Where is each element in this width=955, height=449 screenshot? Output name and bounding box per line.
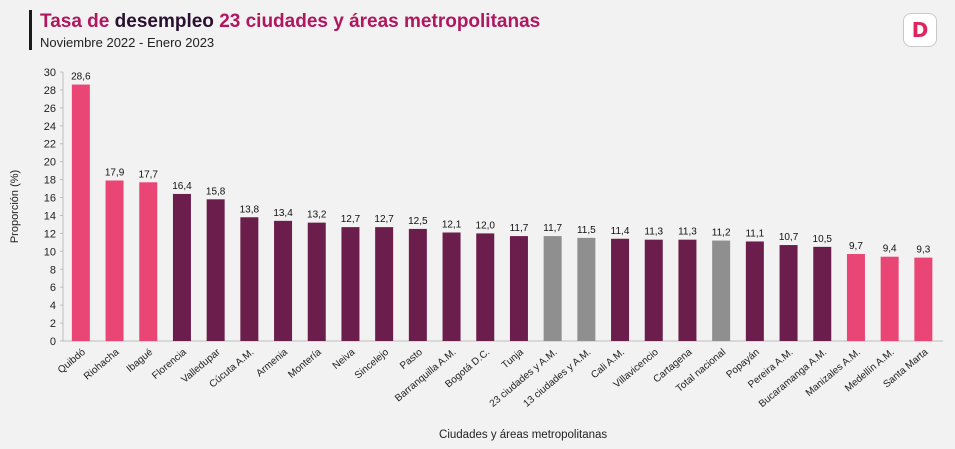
- bar: [509, 236, 528, 341]
- y-tick-label: 28: [44, 85, 56, 97]
- x-tick-label: Barranquilla A.M.: [393, 347, 458, 404]
- bar: [341, 227, 360, 341]
- bar: [240, 217, 259, 341]
- bar: [779, 245, 798, 341]
- bar: [408, 228, 427, 341]
- value-label: 10,5: [813, 234, 833, 245]
- value-label: 11,3: [678, 227, 697, 238]
- value-label: 11,3: [644, 227, 663, 238]
- value-label: 9,4: [883, 244, 897, 255]
- bar: [880, 256, 899, 341]
- y-tick-label: 26: [44, 103, 56, 115]
- bar: [914, 257, 933, 341]
- bar: [105, 180, 124, 341]
- chart-title: Tasa de desempleo 23 ciudades y áreas me…: [40, 11, 540, 33]
- x-tick-label: Ibagué: [125, 347, 156, 375]
- x-tick-label: Quibdó: [56, 347, 88, 376]
- y-tick-label: 18: [44, 175, 56, 187]
- value-label: 11,5: [577, 225, 596, 236]
- y-axis-title: Proporción (%): [9, 170, 21, 243]
- bar: [206, 199, 225, 341]
- bar: [71, 84, 90, 341]
- x-tick-label: Montería: [286, 347, 324, 381]
- bar: [846, 254, 865, 341]
- y-tick-label: 24: [44, 121, 56, 133]
- value-label: 12,7: [374, 214, 394, 225]
- value-label: 11,2: [712, 228, 731, 239]
- bar: [307, 222, 326, 341]
- value-label: 11,7: [510, 223, 529, 234]
- y-tick-label: 10: [44, 246, 56, 258]
- value-label: 15,8: [206, 186, 226, 197]
- title-part-3: 23 ciudades y áreas metropolitanas: [219, 11, 541, 32]
- value-label: 12,7: [341, 214, 361, 225]
- bar: [577, 237, 596, 341]
- bar: [678, 239, 697, 341]
- bar: [813, 246, 832, 341]
- bar: [442, 232, 461, 341]
- bar: [712, 240, 731, 341]
- y-tick-label: 12: [44, 228, 56, 240]
- bar: [476, 233, 495, 341]
- bar: [644, 239, 663, 341]
- bar: [274, 220, 293, 341]
- value-label: 11,1: [745, 228, 764, 239]
- value-label: 11,7: [543, 223, 562, 234]
- value-label: 16,4: [172, 181, 192, 192]
- value-label: 17,7: [139, 169, 159, 180]
- value-label: 12,1: [442, 220, 462, 231]
- y-tick-label: 8: [50, 264, 56, 276]
- x-tick-label: Neiva: [331, 347, 358, 372]
- y-tick-label: 2: [50, 318, 56, 330]
- value-label: 13,4: [273, 208, 293, 219]
- value-label: 13,2: [307, 210, 327, 221]
- bar: [745, 241, 764, 341]
- value-label: 10,7: [779, 232, 799, 243]
- value-label: 17,9: [105, 167, 125, 178]
- y-tick-label: 4: [50, 300, 56, 312]
- bars: [71, 84, 933, 341]
- bar: [172, 193, 191, 341]
- bar: [139, 182, 158, 341]
- bar: [375, 227, 394, 341]
- brand-logo-letter: D: [911, 18, 929, 42]
- x-tick-label: Riohacha: [82, 347, 122, 383]
- title-part-2: desempleo: [114, 11, 220, 32]
- brand-logo: D: [903, 13, 937, 47]
- x-axis-title: Ciudades y áreas metropolitanas: [439, 429, 607, 441]
- value-label: 12,0: [476, 220, 496, 231]
- chart-subtitle: Noviembre 2022 - Enero 2023: [40, 35, 215, 50]
- bar: [611, 238, 630, 341]
- y-tick-label: 6: [50, 282, 56, 294]
- title-accent-bar: [29, 10, 32, 50]
- value-label: 9,7: [849, 241, 863, 252]
- value-label: 9,3: [916, 245, 930, 256]
- y-tick-label: 14: [44, 210, 56, 222]
- y-tick-label: 16: [44, 193, 56, 205]
- value-label: 11,4: [611, 226, 630, 237]
- bar: [543, 236, 562, 341]
- value-label: 12,5: [408, 216, 428, 227]
- value-label: 28,6: [71, 72, 91, 83]
- y-tick-label: 30: [44, 67, 56, 79]
- x-tick-label: Armenia: [254, 347, 290, 380]
- y-tick-label: 0: [50, 336, 56, 348]
- value-label: 13,8: [240, 204, 260, 215]
- x-tick-label: Pasto: [398, 347, 425, 372]
- x-tick-label: Tunja: [500, 347, 526, 372]
- title-part-1: Tasa de: [40, 11, 115, 32]
- x-tick-label: Sincelejo: [353, 347, 391, 382]
- y-tick-label: 20: [44, 157, 56, 169]
- y-tick-label: 22: [44, 139, 56, 151]
- value-labels: 28,6 17,9 17,7 16,4 15,8 13,8 13,4 13,2 12,7 12,7…: [71, 72, 931, 256]
